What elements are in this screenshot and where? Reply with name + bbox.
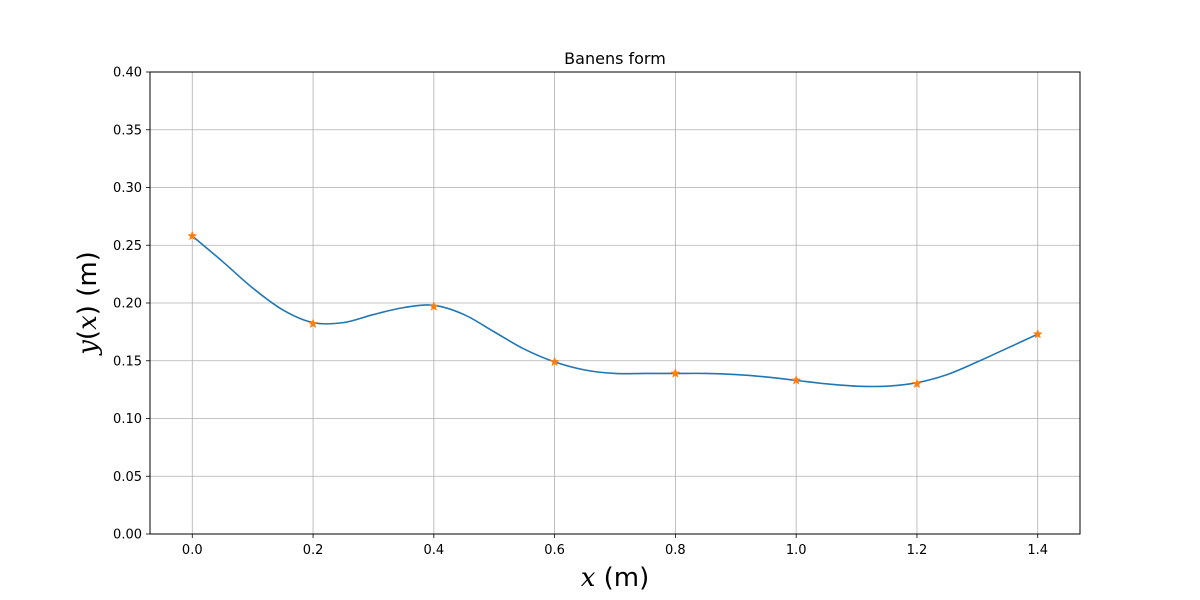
x-tick-label: 0.4 <box>423 543 444 558</box>
y-axis-close-paren: ) <box>73 305 103 315</box>
y-tick-label: 0.30 <box>113 181 142 196</box>
x-tick-label: 0.8 <box>665 543 686 558</box>
y-axis-variable: y <box>73 340 103 356</box>
data-point-marker <box>187 230 198 241</box>
plot-area <box>187 230 1043 389</box>
chart-title: Banens form <box>564 49 666 68</box>
x-axis-label: x (m) <box>581 563 650 593</box>
x-tick-label: 1.4 <box>1027 543 1048 558</box>
y-axis-label: y(x) (m) <box>73 251 103 356</box>
x-tick-label: 1.0 <box>786 543 807 558</box>
y-tick-label: 0.40 <box>113 66 142 81</box>
y-tick-label: 0.15 <box>113 354 142 369</box>
data-point-marker <box>428 301 439 311</box>
data-point-marker <box>549 356 560 367</box>
data-point-marker <box>308 318 319 329</box>
data-point-marker <box>1032 328 1043 339</box>
ticks: 0.0 0.2 0.4 0.6 0.8 1.0 1.2 1.4 0.00 0.05 0.10 0.15… <box>113 66 1048 559</box>
x-tick-label: 0.2 <box>303 543 324 558</box>
x-tick-label: 0.6 <box>544 543 565 558</box>
series-line <box>191 235 1039 388</box>
data-point-marker <box>791 375 802 385</box>
data-point-marker <box>670 368 681 378</box>
y-tick-label: 0.10 <box>113 412 142 427</box>
y-tick-label: 0.25 <box>113 239 142 254</box>
x-axis-variable: x <box>581 563 596 593</box>
y-axis-unit: (m) <box>73 251 103 305</box>
data-point-marker <box>911 378 922 389</box>
y-axis-open-paren: ( <box>73 330 103 340</box>
y-tick-label: 0.00 <box>113 528 142 543</box>
x-tick-label: 0.0 <box>182 543 203 558</box>
y-axis-argument: x <box>73 315 103 330</box>
x-tick-label: 1.2 <box>907 543 928 558</box>
y-tick-label: 0.20 <box>113 297 142 312</box>
x-axis-unit: (m) <box>595 563 649 593</box>
y-tick-label: 0.35 <box>113 123 142 138</box>
y-tick-label: 0.05 <box>113 470 142 485</box>
